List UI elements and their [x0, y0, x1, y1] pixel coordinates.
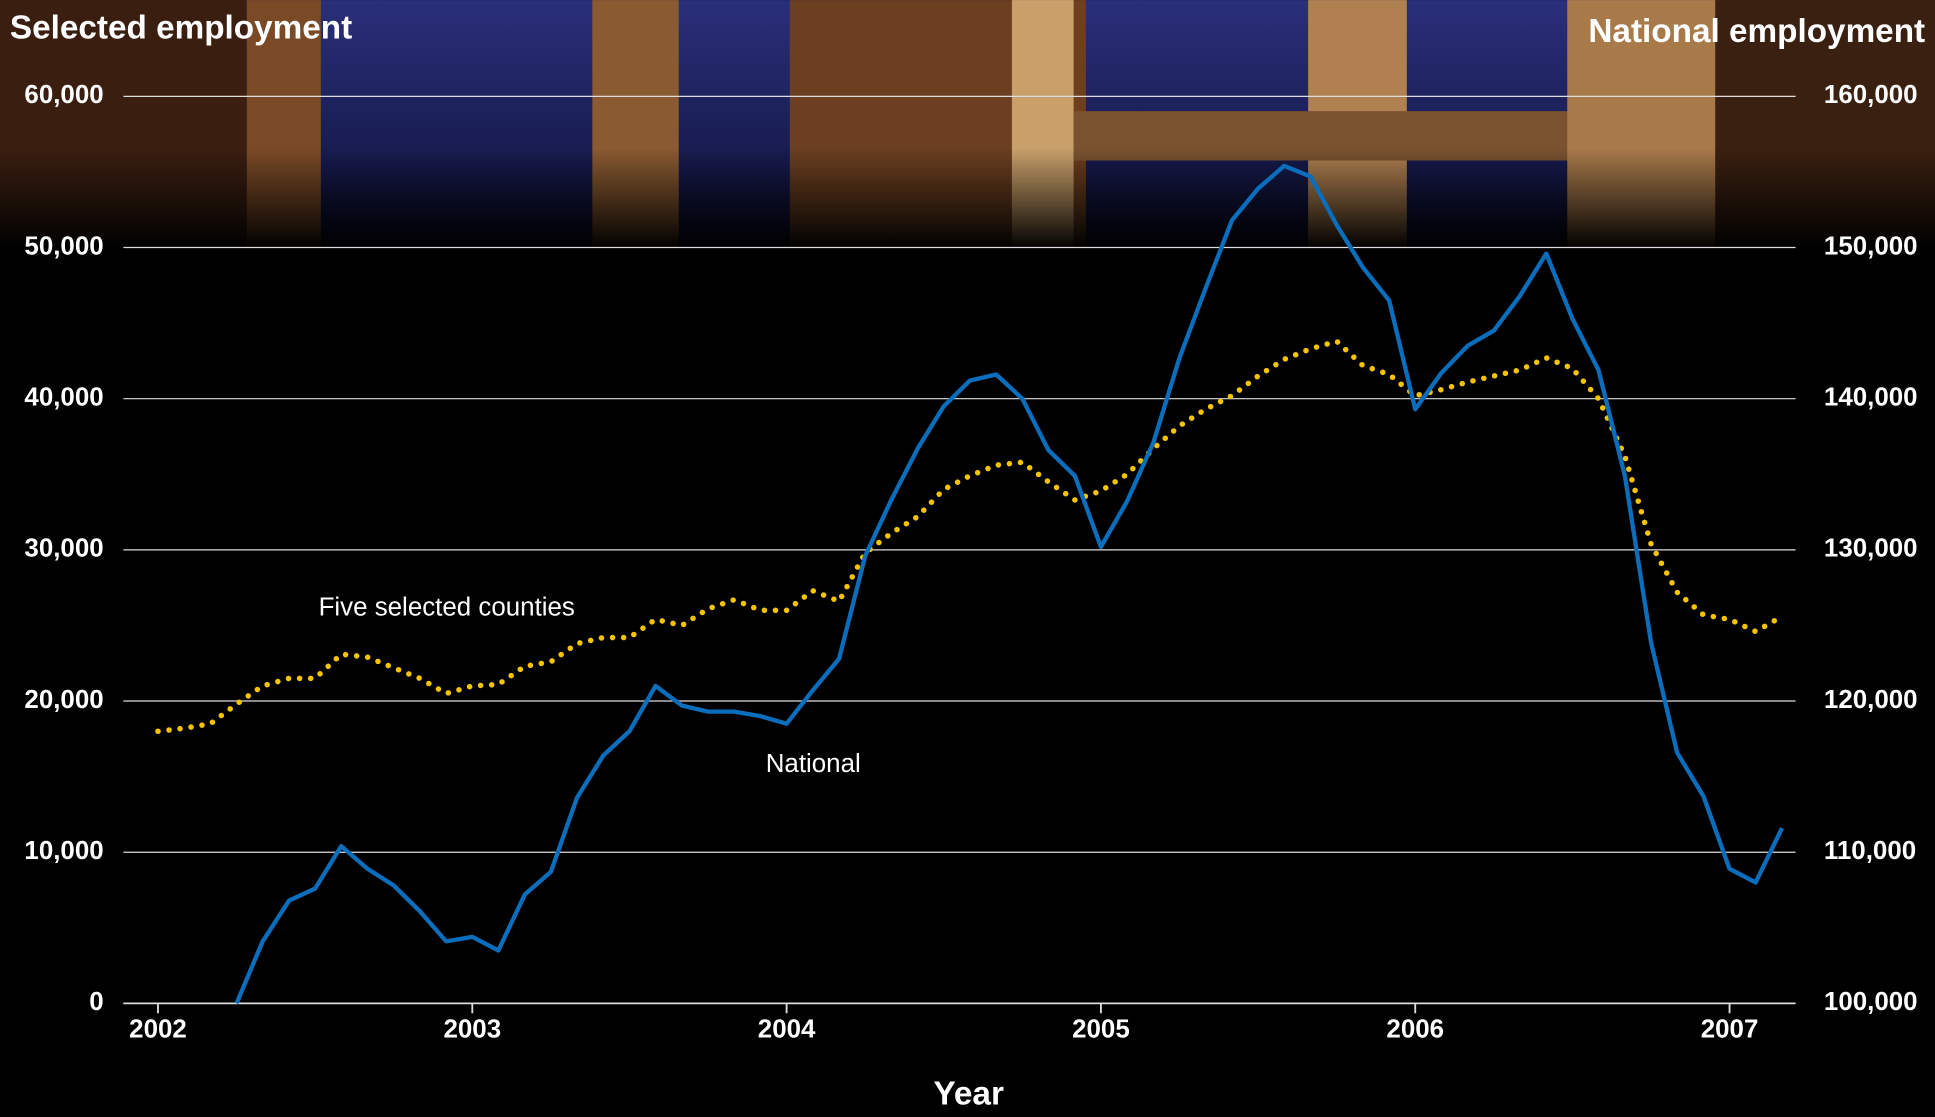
- line-solid: [234, 163, 1784, 1005]
- background-photo: [0, 0, 1935, 250]
- series-annotation: Five selected counties: [319, 593, 575, 621]
- y2-tick-label: 150,000: [1824, 232, 1918, 260]
- x-tick-label: 2003: [443, 1015, 501, 1043]
- y2-tick-label: 120,000: [1824, 686, 1918, 714]
- x-tick-label: 2004: [758, 1015, 816, 1043]
- y2-tick-label: 140,000: [1824, 384, 1918, 412]
- y-tick-label: 40,000: [24, 384, 103, 412]
- y-axis-title: Selected employment: [10, 10, 352, 47]
- x-tick-label: 2006: [1386, 1015, 1444, 1043]
- y2-axis-title: National employment: [1588, 13, 1925, 50]
- x-tick-label: 2002: [129, 1015, 187, 1043]
- x-tick-label: 2007: [1701, 1015, 1759, 1043]
- y-tick-label: 30,000: [24, 535, 103, 563]
- x-axis-title: Year: [934, 1076, 1004, 1113]
- y2-tick-label: 130,000: [1824, 535, 1918, 563]
- series-annotation: National: [766, 750, 861, 778]
- x-tick-label: 2005: [1072, 1015, 1130, 1043]
- line-dotted: [155, 338, 1785, 735]
- y-tick-label: 50,000: [24, 232, 103, 260]
- y-tick-label: 20,000: [24, 686, 103, 714]
- y2-tick-label: 160,000: [1824, 81, 1918, 109]
- y2-tick-label: 100,000: [1824, 988, 1918, 1016]
- y2-tick-label: 110,000: [1824, 837, 1916, 865]
- y-tick-label: 10,000: [24, 837, 103, 865]
- y-tick-label: 0: [89, 988, 103, 1016]
- y-tick-label: 60,000: [24, 81, 103, 109]
